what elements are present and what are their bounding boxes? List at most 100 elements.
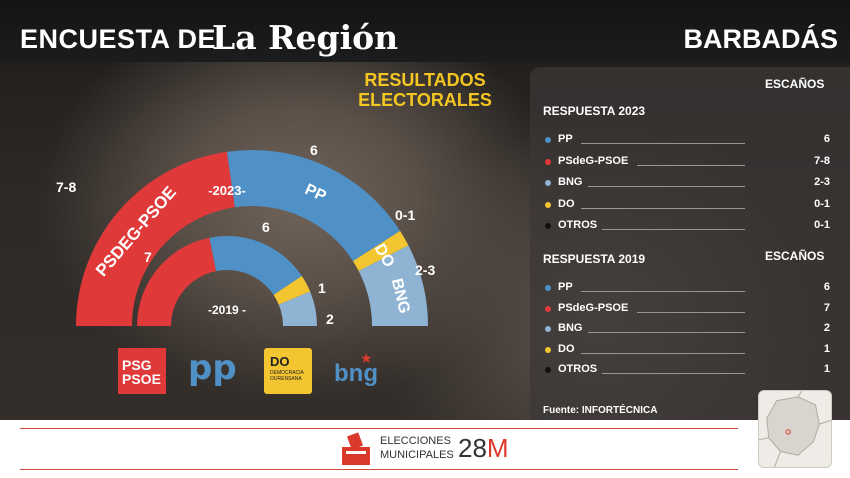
psoe-logo-bottom: PSOE xyxy=(122,371,161,387)
seat-value: 2-3 xyxy=(814,176,830,188)
arc-2023 xyxy=(76,150,428,326)
leader-line xyxy=(581,207,745,209)
brand-name: La Región xyxy=(212,18,399,57)
do-logo: DO DEMOCRACIA OURENSANA xyxy=(264,348,312,394)
party-name: DO xyxy=(558,342,575,355)
party-color-dot xyxy=(545,223,551,229)
seat-label-2019-1: 6 xyxy=(262,219,270,235)
arc2019-segment-pp xyxy=(209,236,302,295)
footer xyxy=(0,420,850,478)
party-name: BNG xyxy=(558,176,583,188)
year-label-2019: -2019 - xyxy=(208,303,246,317)
r2023-row-psdeg-psoe: PSdeG-PSOE 7-8 xyxy=(545,154,830,170)
party-color-dot xyxy=(545,137,551,143)
r2023-row-bng: BNG 2-3 xyxy=(545,176,830,191)
party-name: OTROS xyxy=(558,219,598,231)
source-note: Fuente: INFORTÉCNICA xyxy=(543,405,658,416)
brand-logo: La Región xyxy=(212,18,398,57)
party-color-dot xyxy=(545,285,551,291)
seat-value: 0-1 xyxy=(814,219,830,231)
seat-label-2023-0: 7-8 xyxy=(56,179,76,195)
party-color-dot xyxy=(545,180,551,186)
pp-logo-text: pp xyxy=(188,348,237,388)
party-name: PP xyxy=(558,281,573,293)
footer-top-rule xyxy=(20,428,738,429)
party-color-dot xyxy=(545,367,551,373)
arc2023-segment-bng xyxy=(358,245,428,326)
r2019-row-psdeg-psoe: PSdeG-PSOE 7 xyxy=(545,301,830,317)
pp-logo: pp xyxy=(188,348,237,394)
seat-value: 7-8 xyxy=(814,154,830,167)
do-logo-big: DO xyxy=(270,354,290,369)
leader-line xyxy=(637,164,745,166)
do-logo-small1: DEMOCRACIA xyxy=(270,370,304,376)
arc2019-segment-bng xyxy=(278,291,317,326)
seat-label-2023-1: 6 xyxy=(310,142,318,158)
arc2019-segment-do xyxy=(273,275,311,305)
party-color-dot xyxy=(545,305,551,312)
seat-value: 6 xyxy=(823,133,830,145)
r2023-row-do: DO 0-1 xyxy=(545,197,830,213)
municipality-name: BARBADÁS xyxy=(683,24,839,54)
party-color-dot xyxy=(545,201,551,208)
party-name: DO xyxy=(558,197,575,210)
chart-title-line1: RESULTADOS xyxy=(364,70,486,90)
arc-2019 xyxy=(137,236,317,326)
party-name: PSdeG-PSOE xyxy=(558,154,629,167)
do-logo-small2: OURENSANA xyxy=(270,376,302,382)
psoe-logo: PSG PSOE xyxy=(118,348,166,394)
footer-line2: MUNICIPALES xyxy=(380,449,454,461)
leader-line xyxy=(581,291,745,292)
seat-value: 2 xyxy=(823,322,830,334)
footer-line1: ELECCIONES xyxy=(380,435,451,447)
footer-date-suffix: M xyxy=(486,433,509,463)
seat-value: 1 xyxy=(823,342,830,355)
arc2023-segment-pp xyxy=(226,150,401,262)
leader-line xyxy=(581,143,745,144)
seat-value: 0-1 xyxy=(814,197,830,210)
party-color-dot xyxy=(545,326,551,332)
footer-elections-label: ELECCIONES MUNICIPALES xyxy=(380,434,454,462)
results-panel xyxy=(530,67,850,422)
r2019-row-bng: BNG 2 xyxy=(545,322,830,337)
chart-title-line2: ELECTORALES xyxy=(358,90,492,110)
leader-line xyxy=(602,229,745,230)
locator-map xyxy=(758,390,832,468)
year-label-2023: -2023- xyxy=(208,183,246,198)
party-name: BNG xyxy=(558,322,583,334)
header-bar: ENCUESTA DE La Región BARBADÁS xyxy=(0,0,850,62)
r2019-row-do: DO 1 xyxy=(545,342,830,358)
seat-label-2019-0: 7 xyxy=(144,249,152,265)
seats-header-2019: ESCAÑOS xyxy=(765,249,825,263)
header-title: ENCUESTA DE xyxy=(20,24,217,54)
psoe-logo-top: PSG xyxy=(122,357,152,373)
seat-label-2023-3: 2-3 xyxy=(415,262,435,278)
section-2023-title: RESPUESTA 2023 xyxy=(543,104,646,118)
seat-label-2019-2: 1 xyxy=(318,280,326,296)
party-color-dot xyxy=(545,346,551,353)
arc2019-segment-psdeg-psoe xyxy=(137,237,217,326)
footer-date-number: 28 xyxy=(458,433,487,463)
leader-line xyxy=(588,332,745,333)
chart-title: RESULTADOS ELECTORALES xyxy=(340,70,510,110)
footer-date: 28M xyxy=(458,433,509,464)
party-name: PSdeG-PSOE xyxy=(558,301,629,314)
leader-line xyxy=(602,373,745,374)
seats-header-2023: ESCAÑOS xyxy=(765,77,825,91)
section-2019-title: RESPUESTA 2019 xyxy=(543,252,646,266)
seat-value: 7 xyxy=(823,301,830,314)
seat-label-2023-2: 0-1 xyxy=(395,207,415,223)
leader-line xyxy=(588,186,745,187)
bng-logo-text: bng xyxy=(334,360,378,387)
r2023-row-otros: OTROS 0-1 xyxy=(545,219,830,234)
arc2023-segment-psdeg-psoe xyxy=(76,151,235,326)
party-name: OTROS xyxy=(558,363,598,375)
bng-star-icon: ★ xyxy=(360,350,373,366)
seat-label-2019-3: 2 xyxy=(326,311,334,327)
leader-line xyxy=(581,352,745,354)
bng-logo: ★ bng xyxy=(334,348,382,394)
ballot-box-icon xyxy=(342,432,370,465)
seat-value: 1 xyxy=(823,363,830,375)
seat-value: 6 xyxy=(823,281,830,293)
